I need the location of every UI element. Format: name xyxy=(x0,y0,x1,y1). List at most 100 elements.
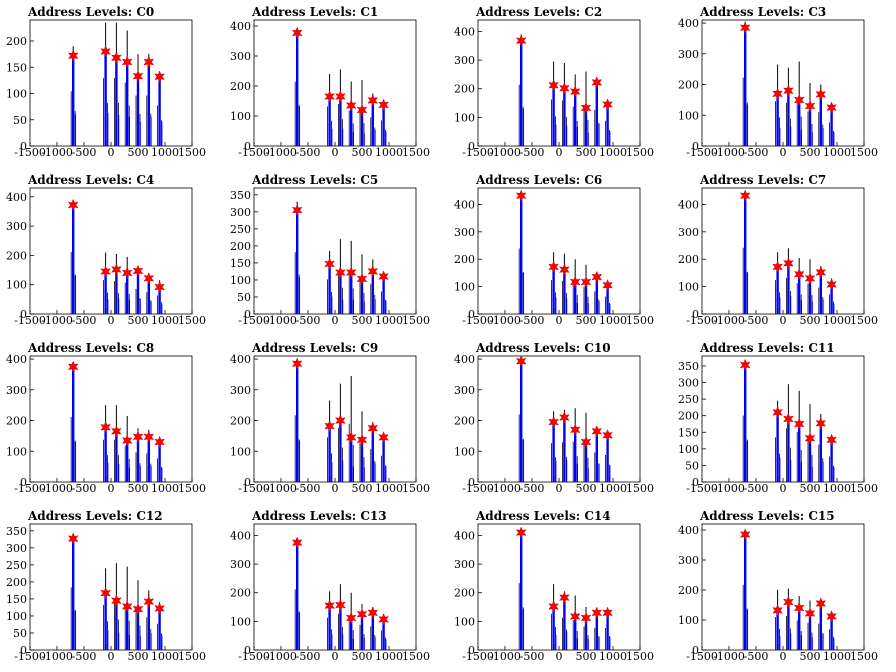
value-bar xyxy=(808,278,812,314)
plot-frame xyxy=(253,355,417,483)
x-tick-label: -500 xyxy=(72,314,97,327)
peak-marker xyxy=(367,265,379,278)
value-bar-secondary xyxy=(139,466,141,482)
y-tick-label: 0 xyxy=(244,308,251,321)
x-tick-label: 0 xyxy=(108,650,115,663)
x-tick-label: 500 xyxy=(800,314,821,327)
x-tick-label: -1500 xyxy=(462,482,494,495)
x-tick-label: -1500 xyxy=(238,482,270,495)
x-tick-label: -1000 xyxy=(489,314,521,327)
x-tick-label: 1000 xyxy=(151,482,179,495)
chart-svg: Address Levels: C12 0 50 100 150 200 250 300 350… xyxy=(6,509,206,663)
peak-marker xyxy=(559,263,570,276)
peak-marker xyxy=(132,69,144,83)
value-bar xyxy=(115,269,118,314)
peak-marker xyxy=(793,601,805,615)
y-tick-label: 200 xyxy=(230,587,251,600)
value-bar-secondary xyxy=(342,299,344,314)
x-tick-label: 500 xyxy=(352,482,373,495)
plot-frame xyxy=(29,523,193,651)
value-bar xyxy=(339,96,342,146)
y-tick-label: 300 xyxy=(454,226,475,239)
peak-marker xyxy=(793,93,805,107)
peak-marker xyxy=(378,431,389,444)
y-tick-label: 0 xyxy=(468,644,475,657)
value-bar xyxy=(552,85,555,146)
peak-marker xyxy=(739,21,751,35)
value-bar-secondary xyxy=(342,128,344,146)
value-bar-secondary xyxy=(161,121,163,146)
y-tick-label: 250 xyxy=(678,393,699,406)
x-tick-label: 1000 xyxy=(599,146,627,159)
value-bar xyxy=(830,107,833,146)
y-tick-label: 0 xyxy=(244,644,251,657)
peak-marker xyxy=(815,266,827,279)
y-tick-label: 0 xyxy=(20,476,27,489)
value-bar-secondary xyxy=(352,299,354,314)
peak-marker xyxy=(739,528,751,541)
value-bar-secondary xyxy=(587,302,589,314)
peak-marker xyxy=(783,412,794,426)
chart-svg: Address Levels: C10 0 100 200 300 400 -1500-10… xyxy=(454,341,654,495)
y-tick-label: 0 xyxy=(692,308,699,321)
value-bar xyxy=(350,272,353,314)
value-bar-secondary xyxy=(598,123,600,146)
value-bar-secondary xyxy=(598,464,600,482)
value-bar-secondary xyxy=(609,636,611,650)
value-bar-secondary xyxy=(74,611,76,650)
value-bar-secondary xyxy=(352,466,354,482)
value-bar-secondary xyxy=(576,126,578,146)
value-bar-secondary xyxy=(352,131,354,146)
x-tick-label: 500 xyxy=(352,314,373,327)
y-tick-label: 0 xyxy=(692,644,699,657)
value-bar-secondary xyxy=(374,130,376,146)
peak-marker xyxy=(291,26,303,40)
peak-marker xyxy=(345,431,357,444)
peak-marker xyxy=(132,602,144,616)
value-bar xyxy=(158,442,161,482)
peak-marker xyxy=(569,610,581,623)
value-bar xyxy=(104,593,107,650)
x-tick-label: -1500 xyxy=(686,146,718,159)
value-bar-secondary xyxy=(363,133,365,146)
value-bar xyxy=(147,62,150,146)
y-tick-label: 300 xyxy=(454,384,475,397)
value-bar-secondary xyxy=(555,634,557,650)
peak-marker xyxy=(815,416,827,430)
value-bar-secondary xyxy=(161,304,163,314)
peak-marker xyxy=(121,55,133,69)
plot-frame xyxy=(701,187,865,315)
y-tick-label: 100 xyxy=(230,274,251,287)
y-tick-label: 100 xyxy=(678,109,699,122)
value-bar xyxy=(104,427,107,482)
x-tick-label: -500 xyxy=(296,314,321,327)
value-bar xyxy=(563,88,566,146)
peak-marker xyxy=(591,425,603,438)
y-tick-label: 100 xyxy=(6,445,27,458)
chart-svg: Address Levels: C11 0 50 100 150 200 250 300 350… xyxy=(678,341,878,495)
value-bar xyxy=(563,269,566,314)
value-bar-secondary xyxy=(107,112,109,146)
x-tick-label: -1500 xyxy=(14,482,46,495)
y-tick-label: 0 xyxy=(468,476,475,489)
x-tick-label: 500 xyxy=(128,146,149,159)
value-bar xyxy=(520,532,523,650)
y-tick-label: 50 xyxy=(237,291,251,304)
value-bar-secondary xyxy=(118,632,120,650)
value-bar-secondary xyxy=(576,302,578,314)
x-tick-label: 1000 xyxy=(599,650,627,663)
chart-title: Address Levels: C3 xyxy=(699,5,826,19)
y-tick-label: 0 xyxy=(692,140,699,153)
value-bar xyxy=(158,287,161,314)
value-bar xyxy=(606,435,609,482)
peak-marker xyxy=(559,411,570,424)
peak-marker xyxy=(783,84,794,98)
plot-frame xyxy=(701,523,865,651)
y-tick-label: 300 xyxy=(6,384,27,397)
peak-marker xyxy=(569,275,581,289)
value-bar-secondary xyxy=(598,301,600,314)
value-bar-secondary xyxy=(811,132,813,146)
value-bar-secondary xyxy=(800,461,802,482)
x-tick-label: 500 xyxy=(576,146,597,159)
